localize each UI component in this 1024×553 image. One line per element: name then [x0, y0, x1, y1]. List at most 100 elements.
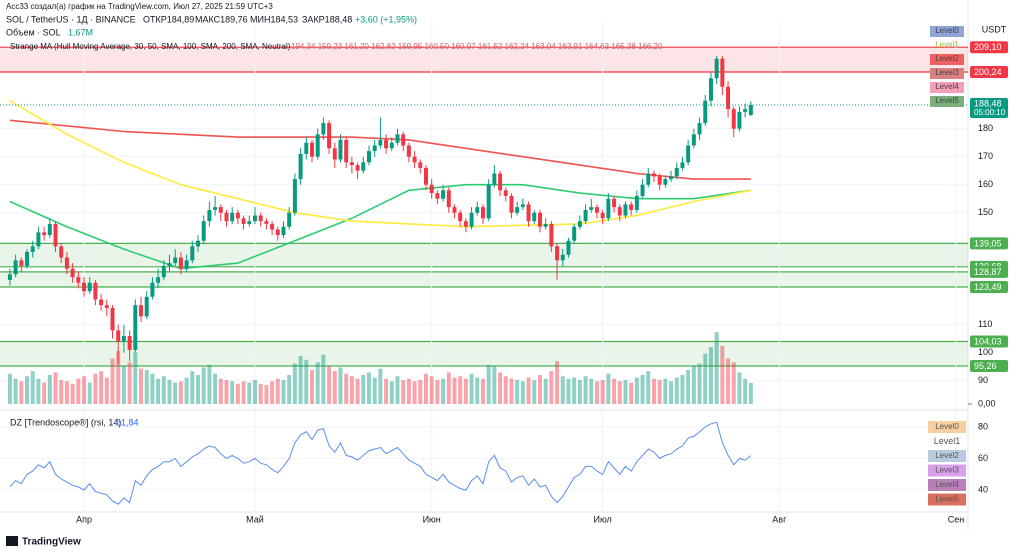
volume-bar	[235, 383, 240, 404]
volume-bar	[275, 378, 280, 404]
volume-bar	[629, 382, 634, 404]
candle-body	[429, 184, 434, 194]
rsi-tick-label: 40	[978, 484, 988, 494]
candle-body	[509, 195, 514, 213]
candle-body	[270, 223, 275, 230]
candle-body	[321, 123, 326, 135]
volume-bar	[70, 383, 75, 404]
volume-bar	[366, 372, 371, 404]
candle-body	[537, 212, 542, 227]
y-tick-label: 170	[978, 151, 993, 161]
candle-body	[133, 305, 138, 350]
ohlc-open: ОТКР184,89	[143, 14, 194, 24]
candle-body	[555, 246, 560, 261]
candle-body	[731, 109, 736, 129]
volume-bar	[594, 381, 599, 404]
volume-bar	[110, 358, 115, 404]
volume-bar	[315, 362, 320, 404]
candle-body	[401, 134, 406, 146]
candle-body	[332, 148, 337, 160]
candle-body	[327, 123, 332, 149]
candle-body	[520, 204, 525, 208]
volume-bar	[384, 378, 389, 404]
candle-body	[384, 139, 389, 149]
volume-bar	[549, 371, 554, 404]
volume-bar	[480, 378, 485, 404]
candle-body	[640, 184, 645, 196]
volume-bar	[515, 380, 520, 404]
volume-bar	[167, 380, 172, 404]
volume-bar	[726, 358, 731, 404]
volume-bar	[612, 378, 617, 404]
candle-body	[646, 173, 651, 185]
volume-bar	[418, 380, 423, 404]
level-price-box	[970, 360, 1008, 373]
volume-bar	[537, 374, 542, 404]
candle-body	[173, 257, 178, 264]
candle-body	[657, 176, 662, 185]
level-zone	[0, 341, 968, 367]
candle-body	[298, 153, 303, 180]
candle-body	[714, 58, 719, 79]
candle-body	[629, 204, 634, 210]
candle-body	[144, 296, 149, 317]
rsi-legend-box	[928, 450, 966, 462]
currency: USDT	[982, 24, 1007, 34]
candle-body	[292, 179, 297, 213]
candle-body	[247, 221, 252, 224]
candle-body	[697, 123, 702, 135]
candle-body	[492, 173, 497, 185]
candle-body	[663, 179, 668, 185]
candle-body	[589, 207, 594, 210]
candle-body	[498, 173, 503, 191]
candle-body	[515, 207, 520, 213]
candle-body	[42, 232, 47, 236]
level-price-label: 95,26	[974, 361, 997, 371]
countdown: 05:00:10	[974, 108, 1006, 117]
candle-body	[7, 274, 12, 280]
last-price-label: 188,48	[974, 98, 1002, 108]
volume-bar	[423, 373, 428, 404]
volume-bar	[298, 356, 303, 404]
candle-body	[606, 198, 611, 219]
y-tick-label: 90	[978, 375, 988, 385]
x-tick-label: Апр	[76, 514, 92, 524]
volume-bar	[475, 377, 480, 404]
volume-bar	[634, 377, 639, 404]
plot-area: 209,10200,24139,05130,68128,87123,49104,…	[0, 22, 1008, 524]
volume-bar	[469, 373, 474, 404]
candle-body	[104, 305, 109, 308]
volume-bar	[708, 347, 713, 404]
candle-body	[418, 162, 423, 168]
ohlc-low: МИН184,53	[250, 14, 298, 24]
candle-body	[458, 212, 463, 222]
volume-bar	[520, 381, 525, 404]
volume-bar	[372, 377, 377, 404]
candle-body	[25, 251, 30, 266]
candle-body	[287, 212, 292, 227]
author-line: Acc33 создал(а) график на TradingView.co…	[6, 2, 273, 11]
volume-bar	[731, 362, 736, 404]
volume-bar	[349, 376, 354, 404]
candle-body	[686, 145, 691, 163]
volume-bar	[532, 380, 537, 404]
candle-body	[110, 307, 115, 331]
volume-bar	[606, 373, 611, 404]
volume-bar	[503, 376, 508, 404]
level-legend-label: Level2	[935, 54, 959, 63]
candle-body	[423, 167, 428, 185]
candle-body	[253, 215, 257, 222]
volume-bar	[116, 350, 121, 404]
moving-average	[9, 119, 751, 180]
candle-body	[748, 104, 753, 116]
volume-bar	[173, 382, 178, 404]
level-price-label: 104,03	[974, 336, 1002, 346]
rsi-legend-box	[928, 464, 966, 477]
candle-body	[121, 335, 126, 342]
volume-bar	[30, 371, 35, 404]
candle-body	[469, 212, 474, 227]
volume-bar	[617, 381, 622, 404]
candle-body	[669, 176, 674, 180]
candle-body	[726, 86, 731, 110]
candle-body	[87, 282, 92, 292]
